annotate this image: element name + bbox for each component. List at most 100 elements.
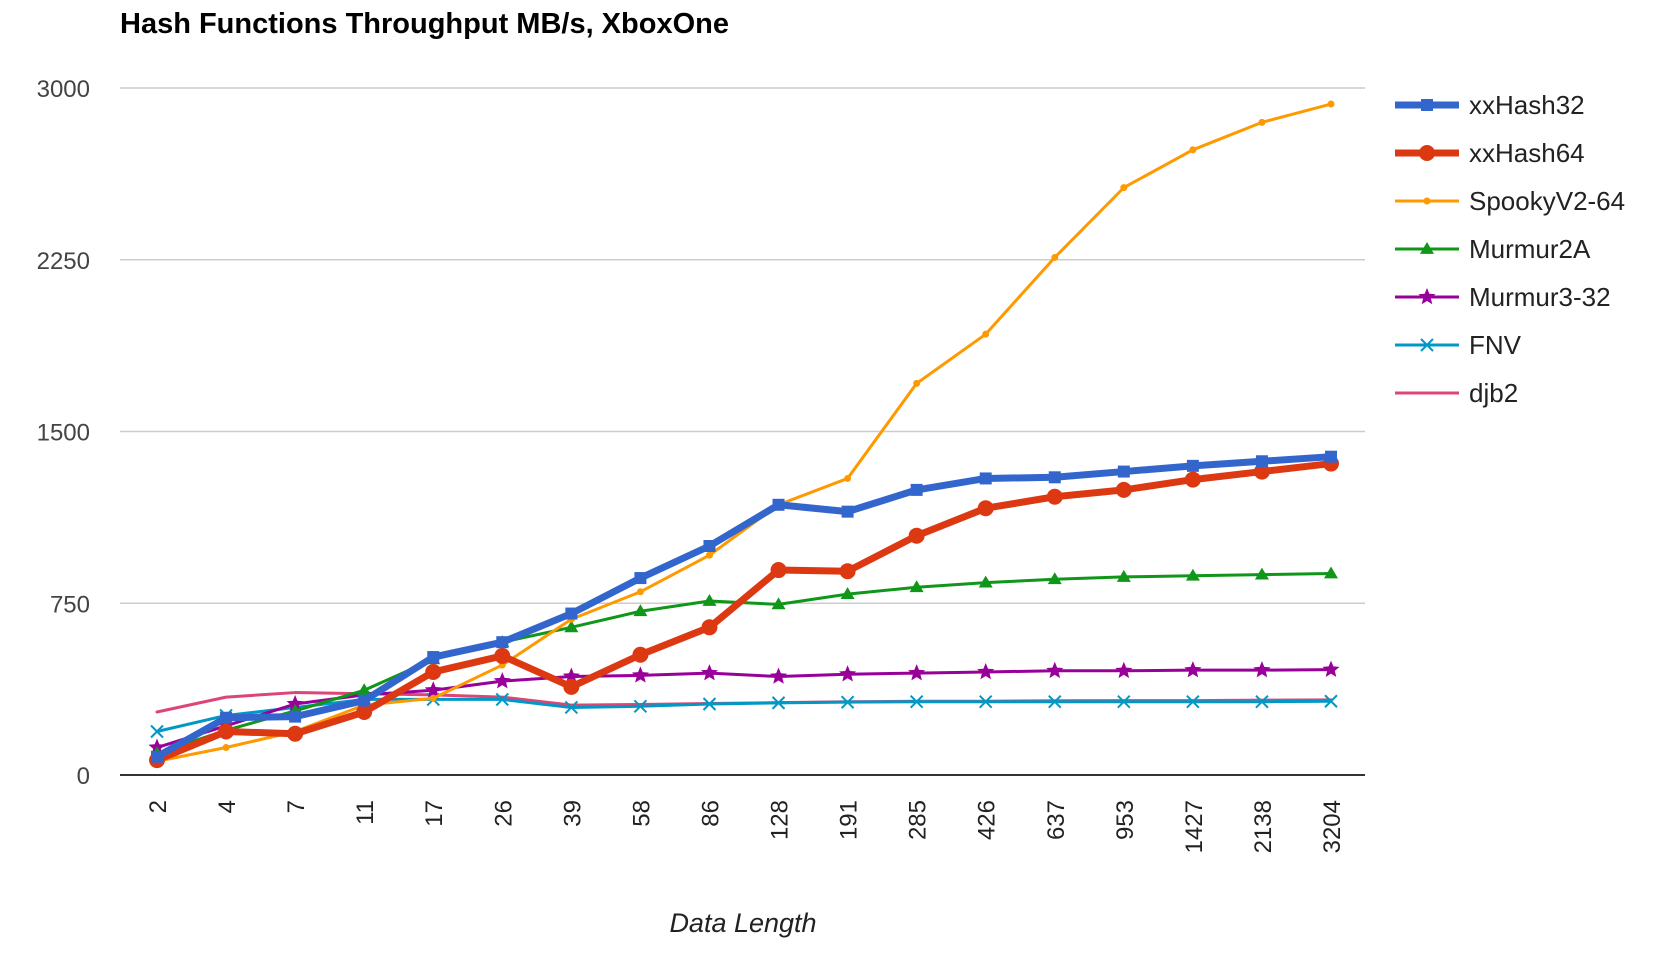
- series-line: [153, 460, 1335, 764]
- data-point: [978, 575, 993, 588]
- legend-label: Murmur2A: [1469, 234, 1591, 264]
- data-point: [424, 681, 442, 698]
- data-point: [1189, 146, 1197, 154]
- data-point: [772, 498, 785, 511]
- data-point: [1115, 661, 1133, 679]
- data-point: [977, 500, 994, 517]
- data-point: [1046, 661, 1064, 679]
- legend-label: xxHash64: [1469, 138, 1585, 168]
- x-tick-label: 11: [352, 800, 379, 825]
- x-tick-label: 4: [214, 800, 241, 813]
- data-point: [634, 572, 647, 585]
- data-point: [1184, 661, 1202, 678]
- data-point: [1185, 568, 1200, 581]
- x-axis-label: Data Length: [669, 908, 816, 938]
- data-point: [839, 665, 857, 682]
- data-point: [841, 505, 854, 518]
- data-point: [844, 474, 852, 482]
- data-point: [564, 700, 579, 715]
- data-point: [218, 723, 235, 740]
- data-point: [1116, 569, 1131, 582]
- data-point: [769, 667, 788, 684]
- data-point: [908, 527, 925, 544]
- data-point: [702, 697, 717, 711]
- data-point: [427, 651, 440, 664]
- x-tick-label: 7: [283, 800, 310, 813]
- x-tick-label: 2: [145, 800, 172, 813]
- data-point: [982, 330, 990, 338]
- data-point: [1047, 572, 1062, 585]
- data-point: [289, 710, 302, 723]
- data-point: [356, 704, 373, 721]
- data-point: [1255, 695, 1269, 709]
- legend-item: SpookyV2-64: [1395, 186, 1625, 216]
- legend-item: xxHash64: [1395, 138, 1585, 168]
- x-tick-label: 26: [490, 800, 517, 827]
- y-axis-ticks: 0 750 1500 2250 3000: [37, 76, 90, 790]
- legend-item: xxHash32: [1395, 90, 1585, 120]
- legend-item: FNV: [1395, 330, 1522, 360]
- data-point: [425, 663, 442, 680]
- data-point: [1186, 695, 1200, 709]
- y-tick-label: 2250: [37, 248, 90, 275]
- legend-label: FNV: [1469, 330, 1522, 360]
- data-point: [496, 636, 509, 649]
- data-point: [909, 580, 924, 593]
- data-point: [702, 593, 717, 606]
- x-tick-label: 58: [628, 800, 655, 827]
- data-point: [1046, 488, 1063, 505]
- y-tick-label: 3000: [37, 76, 90, 103]
- data-point: [1253, 463, 1270, 480]
- x-tick-label: 191: [836, 800, 863, 840]
- gridlines: [120, 87, 1365, 776]
- data-point: [701, 619, 718, 636]
- series-xxhash32: [151, 450, 1337, 763]
- data-point: [840, 695, 855, 709]
- data-point: [429, 694, 437, 702]
- x-tick-label: 86: [697, 800, 724, 827]
- data-point: [1325, 450, 1337, 463]
- data-point: [770, 562, 787, 579]
- data-point: [700, 664, 719, 681]
- data-point: [150, 724, 164, 739]
- x-tick-label: 128: [767, 800, 794, 840]
- legend-label: SpookyV2-64: [1469, 186, 1625, 216]
- data-point: [633, 604, 648, 617]
- x-tick-label: 39: [559, 800, 586, 827]
- data-point: [1253, 661, 1271, 678]
- data-point: [632, 646, 649, 663]
- chart-title: Hash Functions Throughput MB/s, XboxOne: [120, 8, 729, 40]
- data-point: [771, 597, 786, 610]
- series-line: [155, 102, 1333, 763]
- legend-item: djb2: [1395, 378, 1518, 408]
- y-tick-label: 1500: [37, 420, 90, 447]
- data-point: [1051, 253, 1059, 261]
- x-tick-label: 426: [974, 800, 1001, 840]
- series-line: [153, 453, 1335, 761]
- x-tick-label: 3204: [1319, 800, 1346, 853]
- data-point: [1115, 481, 1132, 498]
- legend: xxHash32 xxHash64 SpookyV2-64 Murmur2A Murmu…: [1395, 90, 1625, 408]
- data-point: [1418, 288, 1436, 305]
- data-point: [358, 694, 371, 707]
- x-tick-label: 637: [1043, 800, 1070, 840]
- y-tick-label: 750: [50, 591, 90, 618]
- series-xxhash64: [149, 455, 1339, 769]
- data-point: [1420, 242, 1434, 254]
- legend-label: xxHash32: [1469, 90, 1585, 120]
- data-point: [1255, 455, 1268, 468]
- x-axis-ticks: 2 4 7 11 17 26 39 58 86 128 191 285 426 637 953 1427 213…: [145, 800, 1346, 853]
- data-point: [495, 692, 510, 707]
- data-point: [1048, 471, 1061, 484]
- data-point: [979, 472, 992, 485]
- data-point: [220, 711, 233, 724]
- data-point: [494, 647, 511, 664]
- data-point: [1421, 99, 1433, 111]
- data-point: [978, 695, 993, 709]
- data-point: [286, 695, 304, 712]
- data-point: [631, 666, 649, 683]
- legend-item: Murmur2A: [1395, 234, 1591, 264]
- series-lines: [148, 100, 1340, 769]
- data-point: [636, 588, 644, 596]
